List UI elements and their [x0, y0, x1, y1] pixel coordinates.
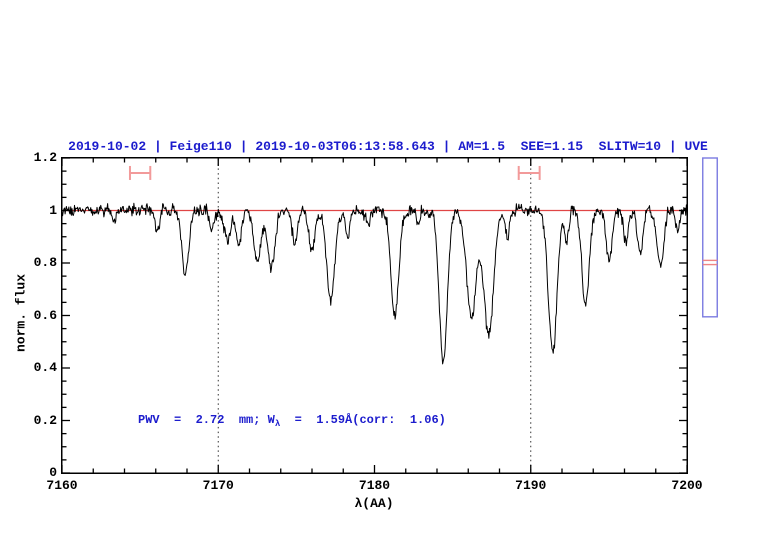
y-tick-label: 1.2: [33, 150, 57, 165]
y-tick-label: 0.4: [33, 360, 57, 375]
plot-frame: [61, 157, 688, 474]
y-tick-label: 0: [49, 465, 57, 480]
x-axis-label: λ(AA): [354, 496, 394, 511]
y-tick-label: 1: [49, 202, 57, 218]
figure-title: 2019-10-02 | Feige110 | 2019-10-03T06:13…: [68, 139, 708, 154]
lambda-subscript: λ: [274, 419, 281, 429]
pwv-annotation-text-after: = 1.59Å(corr: 1.06): [280, 413, 446, 427]
x-tick-label: 7160: [46, 478, 78, 493]
pwv-interval-marker: [128, 165, 152, 180]
spectrum-line: [61, 202, 688, 365]
x-tick-label: 7190: [515, 478, 547, 493]
pwv-annotation: PWV = 2.72 mm; Wλ = 1.59Å(corr: 1.06): [138, 413, 446, 429]
x-tick-label: 7180: [358, 478, 391, 493]
pwv-interval-marker: [517, 165, 541, 180]
pwv-annotation-text: PWV = 2.72 mm; W: [138, 413, 275, 427]
slit-indicator-box: [702, 157, 718, 318]
y-tick-label: 0.2: [33, 412, 57, 428]
x-tick-label: 7170: [202, 478, 234, 493]
y-tick-label: 0.8: [33, 255, 57, 270]
x-tick-label: 7200: [671, 478, 703, 493]
y-tick-label: 0.6: [33, 307, 57, 323]
